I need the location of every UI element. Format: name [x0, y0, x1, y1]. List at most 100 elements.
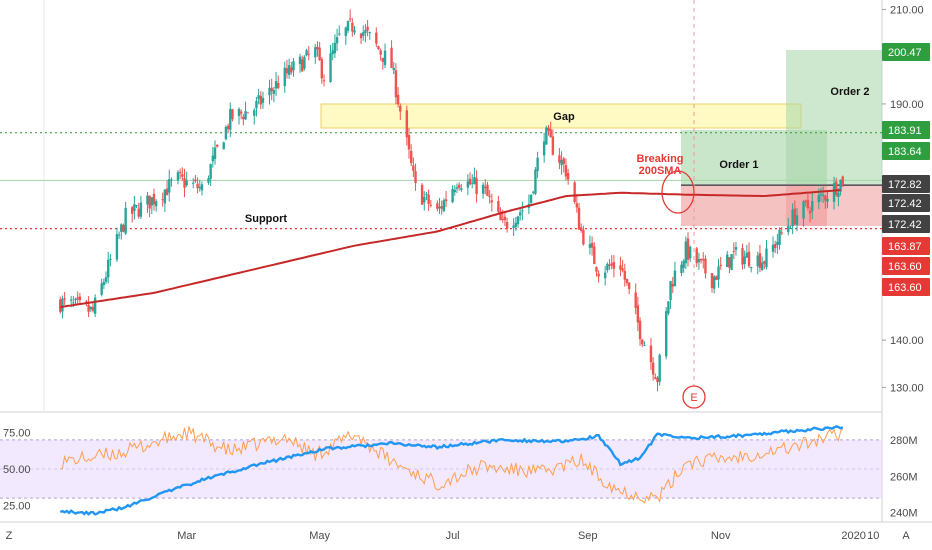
candle-body: [335, 37, 339, 44]
candle-body: [593, 246, 596, 265]
candle-body: [163, 189, 167, 204]
candle-body: [196, 183, 199, 189]
candle-body: [61, 298, 64, 312]
candle-body: [575, 203, 579, 208]
candle-body: [634, 292, 637, 308]
candle-body: [793, 208, 797, 224]
candle-body: [741, 248, 744, 265]
candle-body: [595, 266, 598, 272]
candle-body: [699, 258, 703, 261]
candle-body: [231, 109, 234, 120]
candle-body: [290, 67, 293, 73]
candle-body: [756, 255, 759, 267]
volume-tick-label: 280M: [890, 435, 918, 447]
price-tick-label: 210.00: [890, 4, 924, 16]
price-tag-label: 163.60: [888, 261, 922, 273]
candle-body: [732, 250, 735, 252]
candle-body: [222, 142, 225, 150]
time-tick-label: May: [309, 530, 330, 542]
candle-body: [619, 265, 622, 270]
candle-body: [686, 238, 690, 260]
candle-body: [573, 182, 576, 203]
candle-body: [353, 30, 356, 33]
candle-body: [534, 169, 537, 194]
candle-body: [608, 264, 611, 267]
candle-body: [209, 164, 212, 179]
candle-body: [87, 304, 90, 312]
price-tag: [882, 194, 930, 212]
candle-body: [414, 171, 417, 183]
candle-body: [549, 129, 552, 138]
candle-body: [438, 206, 441, 209]
candle-body: [505, 222, 509, 229]
candle-body: [89, 306, 92, 310]
candle-body: [704, 258, 707, 274]
log-scale-button[interactable]: Z: [6, 530, 13, 542]
candle-body: [93, 297, 97, 314]
price-tag-label: 183.64: [888, 146, 922, 158]
candle-body: [292, 61, 295, 71]
rsi-pane: [0, 425, 882, 516]
candle-body: [580, 227, 583, 231]
price-tag: [882, 142, 930, 160]
event-marker[interactable]: [682, 385, 706, 409]
auto-scale-button[interactable]: A: [902, 530, 910, 542]
candle-body: [532, 191, 535, 193]
candle-body: [460, 188, 463, 190]
candle-body: [287, 65, 291, 75]
candle-body: [819, 193, 823, 196]
candle-body: [545, 127, 548, 145]
candle-body: [213, 147, 217, 159]
price-tag: [882, 175, 930, 193]
candle-body: [316, 46, 319, 50]
candle-body: [239, 111, 243, 114]
candle-body: [468, 178, 472, 185]
candle-body: [283, 67, 286, 87]
candle-body: [808, 210, 812, 214]
time-tick-label: Nov: [711, 530, 731, 542]
candle-body: [717, 266, 720, 280]
candle-body: [791, 209, 794, 227]
candle-body: [471, 182, 474, 184]
candle-body: [390, 47, 393, 68]
time-tick-label: Mar: [177, 530, 196, 542]
candle-body: [303, 56, 306, 69]
candle-body: [455, 187, 459, 189]
candle-body: [442, 200, 446, 212]
candle-body: [457, 184, 461, 188]
candle-body: [122, 224, 125, 232]
candle-body: [712, 276, 716, 289]
candle-body: [154, 201, 158, 207]
candle-body: [76, 297, 79, 300]
candle-body: [377, 46, 380, 50]
candle-body: [529, 194, 533, 203]
candle-body: [564, 165, 568, 177]
candle-body: [366, 26, 369, 31]
candle-body: [170, 179, 173, 181]
candle-body: [806, 200, 810, 208]
candle-body: [837, 192, 840, 197]
candle-body: [667, 301, 670, 314]
candle-body: [577, 207, 581, 230]
price-tag-label: 172.82: [888, 179, 922, 191]
candle-body: [612, 262, 616, 269]
candle-body: [654, 377, 657, 379]
candle-body: [253, 110, 256, 116]
candle-body: [804, 200, 807, 202]
candle-body: [623, 271, 626, 280]
candle-body: [305, 50, 308, 56]
candle-body: [178, 171, 182, 174]
candle-body: [148, 195, 151, 209]
candle-body: [274, 81, 278, 89]
candle-body: [682, 260, 685, 268]
candle-body: [669, 281, 672, 301]
candle-body: [285, 68, 289, 74]
candle-body: [364, 29, 367, 34]
candle-body: [165, 188, 169, 196]
candle-body: [211, 155, 215, 162]
candle-body: [760, 262, 764, 270]
candle-body: [59, 299, 62, 312]
candle-body: [133, 204, 136, 211]
candle-body: [429, 204, 433, 206]
event-marker-label: E: [690, 392, 697, 404]
